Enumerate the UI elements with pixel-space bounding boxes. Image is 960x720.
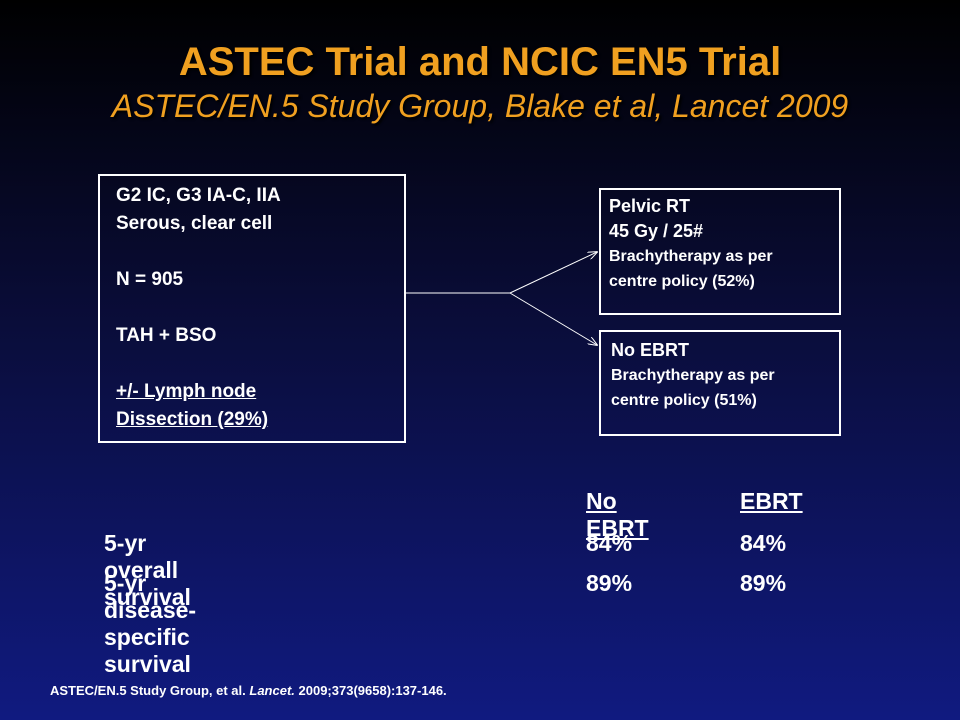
pelvic-rt-arm-box: Pelvic RT 45 Gy / 25# Brachytherapy as p… bbox=[599, 188, 841, 315]
slide-subtitle: ASTEC/EN.5 Study Group, Blake et al, Lan… bbox=[111, 88, 849, 124]
arm-rt-dose: 45 Gy / 25# bbox=[609, 221, 704, 241]
arm-rt-brachy: Brachytherapy as per bbox=[609, 248, 773, 265]
population-n: N = 905 bbox=[116, 269, 184, 290]
citation-footer: ASTEC/EN.5 Study Group, et al. Lancet. 2… bbox=[50, 683, 447, 698]
no-ebrt-arm-box: No EBRT Brachytherapy as per centre poli… bbox=[599, 330, 841, 436]
arm-no-ebrt-brachy: Brachytherapy as per bbox=[611, 367, 775, 384]
arm-no-ebrt-name: No EBRT bbox=[611, 340, 689, 360]
disease-specific-ebrt: 89% bbox=[740, 570, 787, 596]
citation-prefix: ASTEC/EN.5 Study Group, et al. bbox=[50, 683, 250, 698]
overall-survival-ebrt: 84% bbox=[740, 530, 787, 556]
row-label-disease-specific-survival: 5-yr disease-specific survival bbox=[104, 570, 197, 677]
arm-no-ebrt-policy: centre policy (51%) bbox=[611, 392, 757, 409]
population-lymph-node: +/- Lymph node bbox=[116, 381, 257, 402]
row-label-overall-survival: 5-yr overall survival bbox=[104, 530, 191, 610]
arm-rt-name: Pelvic RT bbox=[609, 196, 691, 216]
population-stage: G2 IC, G3 IA-C, IIA bbox=[116, 185, 281, 206]
population-histology: Serous, clear cell bbox=[116, 213, 273, 234]
header-ebrt: EBRT bbox=[740, 488, 803, 514]
arm-rt-policy: centre policy (52%) bbox=[609, 273, 755, 290]
population-dissection: Dissection (29%) bbox=[116, 409, 269, 430]
arrow-to-rt bbox=[509, 252, 597, 294]
overall-survival-no-ebrt: 84% bbox=[586, 530, 633, 556]
population-box: G2 IC, G3 IA-C, IIA Serous, clear cell N… bbox=[98, 174, 406, 443]
disease-specific-no-ebrt: 89% bbox=[586, 570, 633, 596]
slide-title: ASTEC Trial and NCIC EN5 Trial bbox=[178, 40, 782, 84]
header-no-ebrt: No EBRT bbox=[586, 488, 649, 541]
arrow-to-no-ebrt bbox=[509, 292, 597, 345]
citation-details: 2009;373(9658):137-146. bbox=[294, 683, 447, 698]
population-surgery: TAH + BSO bbox=[116, 325, 217, 346]
citation-journal: Lancet. bbox=[249, 683, 295, 698]
